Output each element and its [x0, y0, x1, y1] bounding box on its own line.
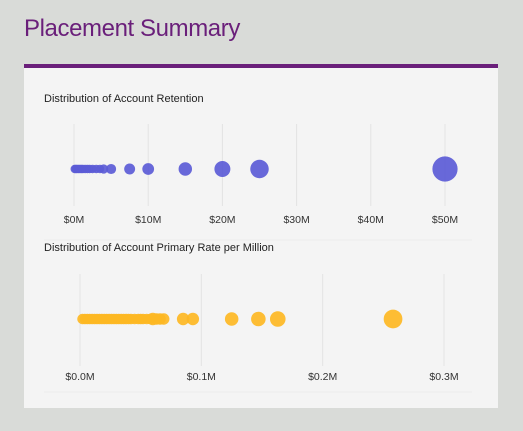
data-point-0-0-13[interactable] — [99, 164, 109, 174]
x-tick-label-0-3: $30M — [283, 214, 309, 226]
retention-chart-title: Distribution of Account Retention — [44, 93, 204, 105]
data-point-0-0-16[interactable] — [142, 163, 155, 175]
data-point-1-0-32[interactable] — [186, 312, 200, 326]
x-tick-label-0-0: $0M — [64, 214, 84, 226]
data-point-0-0-15[interactable] — [124, 163, 136, 175]
x-tick-label-0-2: $20M — [209, 214, 235, 226]
summary-card: Distribution of Account Retention $0M $10… — [24, 64, 498, 408]
retention-chart: $0M $10M $20M $30M $40M $50M — [44, 124, 472, 241]
x-tick-label-0-1: $10M — [135, 214, 161, 226]
data-point-1-0-33[interactable] — [224, 312, 239, 326]
data-point-1-0-36[interactable] — [383, 309, 403, 329]
page-title: Placement Summary — [24, 15, 240, 42]
rate-chart-title: Distribution of Account Primary Rate per… — [44, 242, 274, 254]
x-tick-label-0-4: $40M — [358, 214, 384, 226]
data-point-1-0-30[interactable] — [158, 313, 170, 325]
data-point-0-0-14[interactable] — [106, 163, 117, 175]
data-point-1-0-34[interactable] — [251, 311, 266, 327]
data-point-1-0-31[interactable] — [176, 312, 190, 326]
x-tick-label-1-2: $0.2M — [308, 371, 337, 383]
x-tick-label-0-5: $50M — [432, 214, 458, 226]
data-point-0-0-17[interactable] — [178, 162, 193, 176]
data-point-0-0-19[interactable] — [250, 159, 269, 179]
x-tick-label-1-1: $0.1M — [187, 371, 216, 383]
data-point-0-0-20[interactable] — [432, 156, 458, 182]
rate-chart: $0.0M $0.1M $0.2M $0.3M — [44, 274, 472, 393]
data-point-0-0-18[interactable] — [214, 161, 231, 177]
x-tick-label-1-0: $0.0M — [65, 371, 94, 383]
data-point-1-0-35[interactable] — [269, 311, 286, 327]
x-tick-label-1-3: $0.3M — [429, 371, 458, 383]
